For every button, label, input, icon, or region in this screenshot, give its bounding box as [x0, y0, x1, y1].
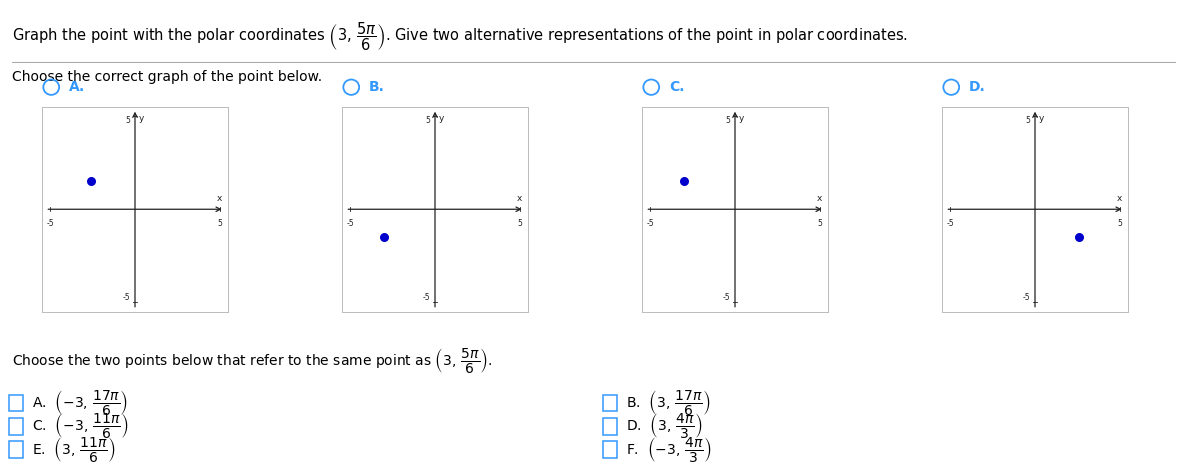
Text: Choose the correct graph of the point below.: Choose the correct graph of the point be…: [12, 70, 322, 84]
Text: -5: -5: [47, 219, 54, 228]
Text: y: y: [1039, 114, 1045, 123]
Text: 5: 5: [1025, 116, 1030, 125]
Text: D.: D.: [970, 80, 985, 94]
Text: -5: -5: [722, 293, 730, 302]
Text: 5: 5: [425, 116, 430, 125]
Text: -5: -5: [947, 219, 954, 228]
Text: -5: -5: [1022, 293, 1030, 302]
Text: -5: -5: [347, 219, 354, 228]
Text: x: x: [817, 194, 822, 203]
Text: 5: 5: [1117, 219, 1122, 228]
Text: -5: -5: [122, 293, 130, 302]
Text: 5: 5: [217, 219, 222, 228]
Text: -5: -5: [647, 219, 654, 228]
Text: Choose the two points below that refer to the same point as $\left(3,\,\dfrac{5\: Choose the two points below that refer t…: [12, 346, 492, 375]
Text: y: y: [139, 114, 145, 123]
Text: x: x: [517, 194, 522, 203]
Text: D.  $\left(3,\,\dfrac{4\pi}{3}\right)$: D. $\left(3,\,\dfrac{4\pi}{3}\right)$: [626, 412, 703, 440]
Text: 5: 5: [725, 116, 730, 125]
Text: Graph the point with the polar coordinates $\left(3,\,\dfrac{5\pi}{6}\right)$. G: Graph the point with the polar coordinat…: [12, 21, 908, 53]
Text: 5: 5: [517, 219, 522, 228]
Text: A.: A.: [70, 80, 85, 94]
Text: x: x: [1117, 194, 1122, 203]
Text: 5: 5: [125, 116, 130, 125]
Point: [1069, 233, 1088, 241]
Text: -5: -5: [422, 293, 430, 302]
Text: E.  $\left(3,\,\dfrac{11\pi}{6}\right)$: E. $\left(3,\,\dfrac{11\pi}{6}\right)$: [32, 435, 115, 464]
Point: [374, 233, 394, 241]
Text: C.: C.: [670, 80, 684, 94]
Text: x: x: [217, 194, 222, 203]
Point: [674, 178, 694, 185]
Text: y: y: [739, 114, 745, 123]
Text: C.  $\left(-3,\,\dfrac{11\pi}{6}\right)$: C. $\left(-3,\,\dfrac{11\pi}{6}\right)$: [32, 412, 128, 440]
Text: B.: B.: [370, 80, 385, 94]
Text: y: y: [439, 114, 445, 123]
Point: [82, 178, 101, 185]
Text: F.  $\left(-3,\,\dfrac{4\pi}{3}\right)$: F. $\left(-3,\,\dfrac{4\pi}{3}\right)$: [626, 435, 712, 464]
Text: B.  $\left(3,\,\dfrac{17\pi}{6}\right)$: B. $\left(3,\,\dfrac{17\pi}{6}\right)$: [626, 388, 710, 417]
Text: 5: 5: [817, 219, 822, 228]
Text: A.  $\left(-3,\,\dfrac{17\pi}{6}\right)$: A. $\left(-3,\,\dfrac{17\pi}{6}\right)$: [32, 388, 128, 417]
